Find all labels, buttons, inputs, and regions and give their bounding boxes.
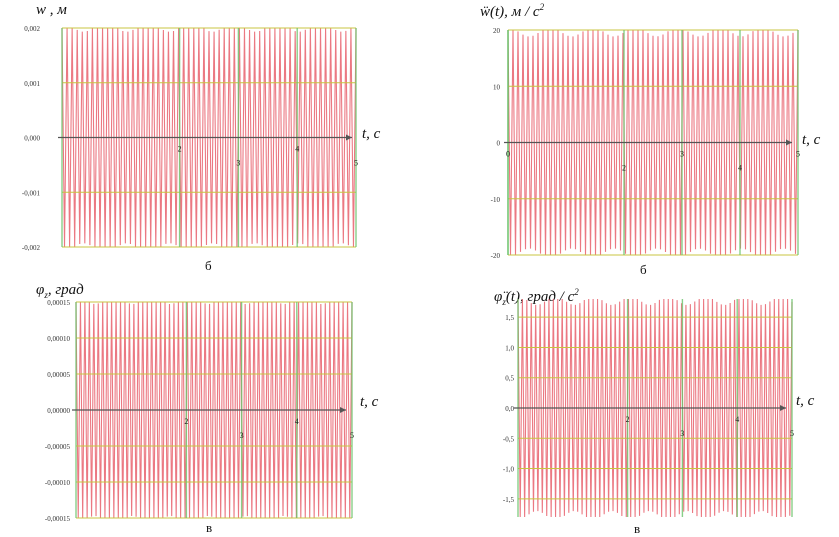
- y-tick-label: 1,5: [505, 314, 514, 322]
- y-tick-label: 0,001: [24, 80, 40, 88]
- chart-phi: φz, град 0,00015 0,00010 0,00005 0,00000 -0,…: [0, 270, 420, 535]
- x-tick-label: 4: [738, 164, 742, 173]
- x-axis-arrow: [346, 134, 352, 141]
- y-tick-label: -20: [491, 252, 501, 260]
- signal-curve: [507, 29, 799, 256]
- y-axis-label: w , м: [36, 2, 67, 18]
- x-axis-label: t, c: [360, 394, 379, 410]
- chart-w-acc: ẅ(t), м / c2 20 10 0 -10 -20 0 2 3 4 5 t, c б: [420, 0, 839, 285]
- x-axis-label: t, c: [362, 126, 381, 142]
- x-tick-label: 2: [626, 415, 630, 424]
- y-tick-label: 0,00015: [47, 299, 70, 307]
- x-tick-label: 3: [236, 159, 240, 168]
- x-tick-label: 2: [178, 145, 182, 154]
- caption: в: [634, 521, 641, 536]
- x-tick-label: 2: [622, 164, 626, 173]
- x-tick-label: 3: [680, 150, 684, 159]
- y-tick-label: -0,001: [22, 189, 41, 197]
- chart-w: w , м 0,002 0,001 0,000 -0,001 -0,002 2 3 4 5 t,…: [0, 0, 420, 273]
- x-tick-label: 3: [240, 431, 244, 440]
- x-tick-label: 3: [680, 429, 684, 438]
- y-tick-label: -1,5: [503, 496, 515, 504]
- y-tick-label: 0,00010: [47, 335, 70, 343]
- chart-phi-acc: φ̈z(t), град / c2 1,5 1,0 0,5 0,0 -0,5 -1,0 -1…: [420, 285, 839, 536]
- x-axis-arrow: [780, 405, 786, 411]
- y-tick-label: 20: [493, 27, 501, 35]
- x-tick-label: 5: [354, 159, 358, 168]
- x-axis-label: t, c: [802, 132, 821, 148]
- y-tick-label: -0,5: [503, 435, 515, 443]
- y-tick-label: 0,0: [505, 405, 514, 413]
- plot-phi-acc: 1,5 1,0 0,5 0,0 -0,5 -1,0 -1,5 2 3 4 5: [503, 298, 794, 518]
- x-tick-label: 4: [735, 415, 739, 424]
- y-tick-label: -0,00005: [45, 443, 71, 451]
- x-axis-label: t, c: [796, 393, 815, 409]
- x-tick-label: 2: [184, 417, 188, 426]
- y-tick-label: -0,00015: [45, 515, 71, 523]
- y-tick-label: -0,002: [22, 244, 41, 252]
- x-tick-label: 5: [790, 429, 794, 438]
- plot-w: 0,002 0,001 0,000 -0,001 -0,002 2 3 4 5: [22, 25, 358, 252]
- y-tick-label: 0,000: [24, 135, 40, 143]
- y-tick-label: 0,00005: [47, 371, 70, 379]
- caption: б: [640, 262, 647, 277]
- plot-phi: 0,00015 0,00010 0,00005 0,00000 -0,00005 -0,0…: [45, 299, 354, 523]
- x-tick-label: 5: [796, 150, 800, 159]
- x-tick-label: 0: [506, 150, 510, 159]
- y-axis-label: ẅ(t), м / c2: [480, 2, 545, 20]
- signal-curve: [517, 298, 793, 518]
- y-tick-label: 0,5: [505, 375, 514, 383]
- y-tick-label: 10: [493, 83, 501, 91]
- y-tick-label: 0,00000: [47, 407, 70, 415]
- y-tick-label: 0: [497, 140, 501, 148]
- x-tick-label: 4: [295, 417, 299, 426]
- y-tick-label: -10: [491, 196, 501, 204]
- y-tick-label: -0,00010: [45, 479, 71, 487]
- y-tick-label: 1,0: [505, 344, 514, 352]
- x-axis-arrow: [340, 407, 346, 413]
- y-axis-label: φz, град: [36, 282, 84, 300]
- caption: б: [205, 258, 212, 273]
- y-tick-label: 0,002: [24, 25, 40, 33]
- signal-curve: [61, 27, 357, 248]
- x-tick-label: 5: [350, 431, 354, 440]
- caption: в: [206, 520, 213, 535]
- x-tick-label: 4: [295, 145, 299, 154]
- y-tick-label: -1,0: [503, 466, 515, 474]
- x-axis-arrow: [786, 139, 792, 146]
- plot-w-acc: 20 10 0 -10 -20 0 2 3 4 5: [491, 27, 800, 260]
